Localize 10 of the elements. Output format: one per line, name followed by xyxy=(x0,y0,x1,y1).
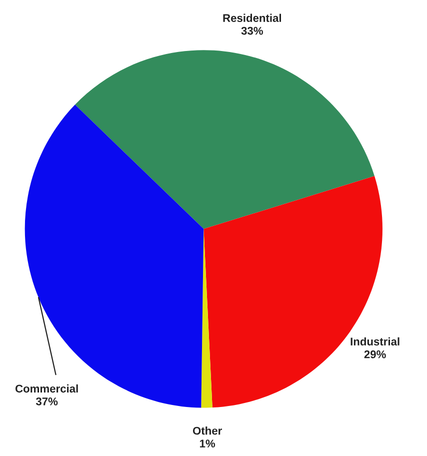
data-label: 33% xyxy=(241,26,263,35)
slice-label: Residential xyxy=(223,14,282,22)
data-label: 37% xyxy=(36,397,58,406)
data-label: 29% xyxy=(364,350,386,358)
pie-slice xyxy=(201,228,212,408)
pie-slice xyxy=(75,50,374,229)
slice-label: Other xyxy=(192,426,222,435)
slice-label: Industrial xyxy=(350,337,400,346)
slice-label: Commercial xyxy=(15,384,78,393)
data-label: 1% xyxy=(200,440,216,448)
